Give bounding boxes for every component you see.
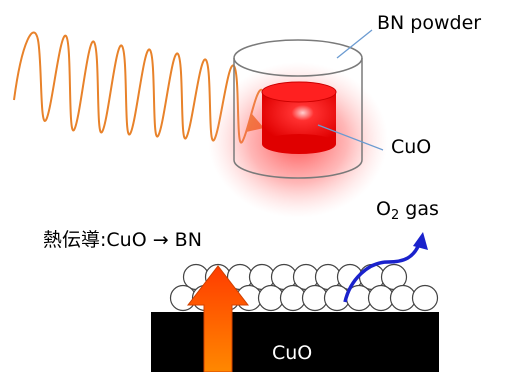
- bn-particle: [279, 284, 307, 312]
- bn-powder-label: BN powder: [377, 12, 482, 34]
- cuo-block-label: CuO: [272, 342, 313, 364]
- bn-particle: [411, 284, 439, 312]
- o2-subscript: 2: [390, 208, 400, 223]
- bn-particle: [169, 284, 197, 312]
- cuo-callout-line: [317, 124, 384, 151]
- o2-gas-arrowhead: [413, 232, 428, 250]
- o2-prefix: O: [376, 198, 391, 220]
- bn-particle: [301, 284, 329, 312]
- bn-particle: [367, 284, 395, 312]
- o2-suffix: gas: [399, 198, 439, 220]
- heat-arrow: [186, 265, 250, 372]
- bn-particle: [257, 284, 285, 312]
- o2-gas-label: O2 gas: [376, 198, 439, 223]
- cuo-sample-label: CuO: [391, 136, 432, 158]
- o2-gas-arrow: [343, 241, 422, 303]
- heat-conduction-label: 熱伝導:CuO → BN: [43, 229, 202, 251]
- bn-callout-line: [336, 29, 373, 59]
- cuo-block: [151, 312, 439, 372]
- bn-particle: [389, 284, 417, 312]
- cuo-sample: [261, 81, 337, 154]
